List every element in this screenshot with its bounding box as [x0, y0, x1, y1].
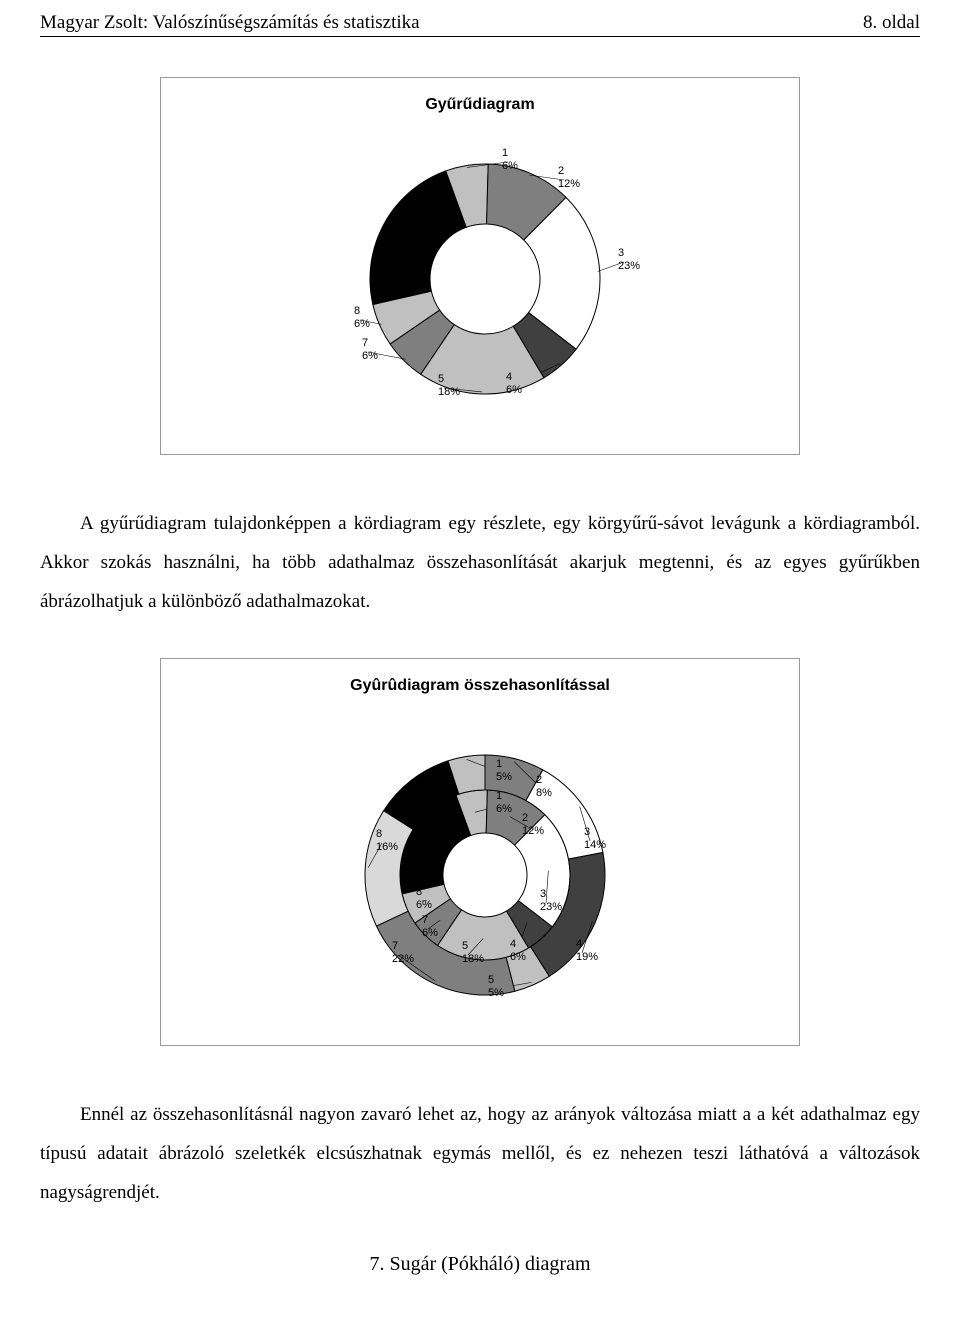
donut-segment-6: [370, 171, 466, 305]
segment-pct-label: 23%: [540, 901, 562, 913]
segment-pct-label: 22%: [392, 953, 414, 965]
segment-pct-label: 14%: [584, 839, 606, 851]
chart-2-title: Gyûrûdiagram összehasonlítással: [181, 677, 779, 695]
segment-pct-label: 18%: [438, 386, 460, 398]
segment-id-label: 3: [584, 826, 590, 838]
segment-id-label: 3: [540, 888, 546, 900]
segment-id-label: 7: [392, 940, 398, 952]
segment-pct-label: 12%: [558, 178, 580, 190]
paragraph-2: Ennél az összehasonlításnál nagyon zavar…: [40, 1096, 920, 1213]
donut-chart-2: 16%212%323%46%518%76%86%15%28%314%419%55…: [220, 725, 740, 1025]
segment-pct-label: 6%: [354, 318, 370, 330]
segment-id-label: 5: [488, 974, 494, 986]
segment-id-label: 7: [422, 914, 428, 926]
segment-id-label: 1: [502, 147, 508, 159]
segment-id-label: 5: [462, 940, 468, 952]
chart-1-title: Gyűrűdiagram: [181, 96, 779, 114]
page: Magyar Zsolt: Valószínűségszámítás és st…: [0, 0, 960, 1316]
segment-pct-label: 8%: [536, 787, 552, 799]
segment-pct-label: 6%: [510, 951, 526, 963]
header-left: Magyar Zsolt: Valószínűségszámítás és st…: [40, 12, 420, 34]
segment-pct-label: 6%: [422, 927, 438, 939]
segment-pct-label: 23%: [618, 260, 640, 272]
segment-id-label: 8: [354, 305, 360, 317]
segment-id-label: 1: [496, 790, 502, 802]
segment-id-label: 2: [558, 165, 564, 177]
segment-id-label: 1: [496, 758, 502, 770]
segment-id-label: 4: [510, 938, 516, 950]
paragraph-1: A gyűrűdiagram tulajdonképpen a kördiagr…: [40, 505, 920, 622]
donut-chart-1: 16%212%323%46%518%76%86%: [220, 144, 740, 424]
segment-id-label: 2: [536, 774, 542, 786]
segment-id-label: 8: [416, 886, 422, 898]
segment-pct-label: 19%: [576, 951, 598, 963]
segment-pct-label: 5%: [488, 987, 504, 999]
segment-pct-label: 6%: [362, 350, 378, 362]
segment-id-label: 7: [362, 337, 368, 349]
section-title: 7. Sugár (Pókháló) diagram: [40, 1253, 920, 1276]
segment-pct-label: 6%: [502, 160, 518, 172]
segment-id-label: 3: [618, 247, 624, 259]
segment-id-label: 8: [376, 828, 382, 840]
segment-id-label: 2: [522, 812, 528, 824]
segment-pct-label: 16%: [376, 841, 398, 853]
segment-id-label: 5: [438, 373, 444, 385]
segment-pct-label: 6%: [416, 899, 432, 911]
chart-2-box: Gyûrûdiagram összehasonlítással 16%212%3…: [160, 658, 800, 1046]
page-header: Magyar Zsolt: Valószínűségszámítás és st…: [40, 12, 920, 37]
segment-pct-label: 5%: [496, 771, 512, 783]
segment-id-label: 4: [576, 938, 582, 950]
segment-pct-label: 6%: [496, 803, 512, 815]
segment-pct-label: 6%: [506, 384, 522, 396]
segment-pct-label: 18%: [462, 953, 484, 965]
segment-pct-label: 12%: [522, 825, 544, 837]
header-right: 8. oldal: [863, 12, 920, 34]
segment-id-label: 4: [506, 371, 512, 383]
chart-1-box: Gyűrűdiagram 16%212%323%46%518%76%86%: [160, 77, 800, 455]
